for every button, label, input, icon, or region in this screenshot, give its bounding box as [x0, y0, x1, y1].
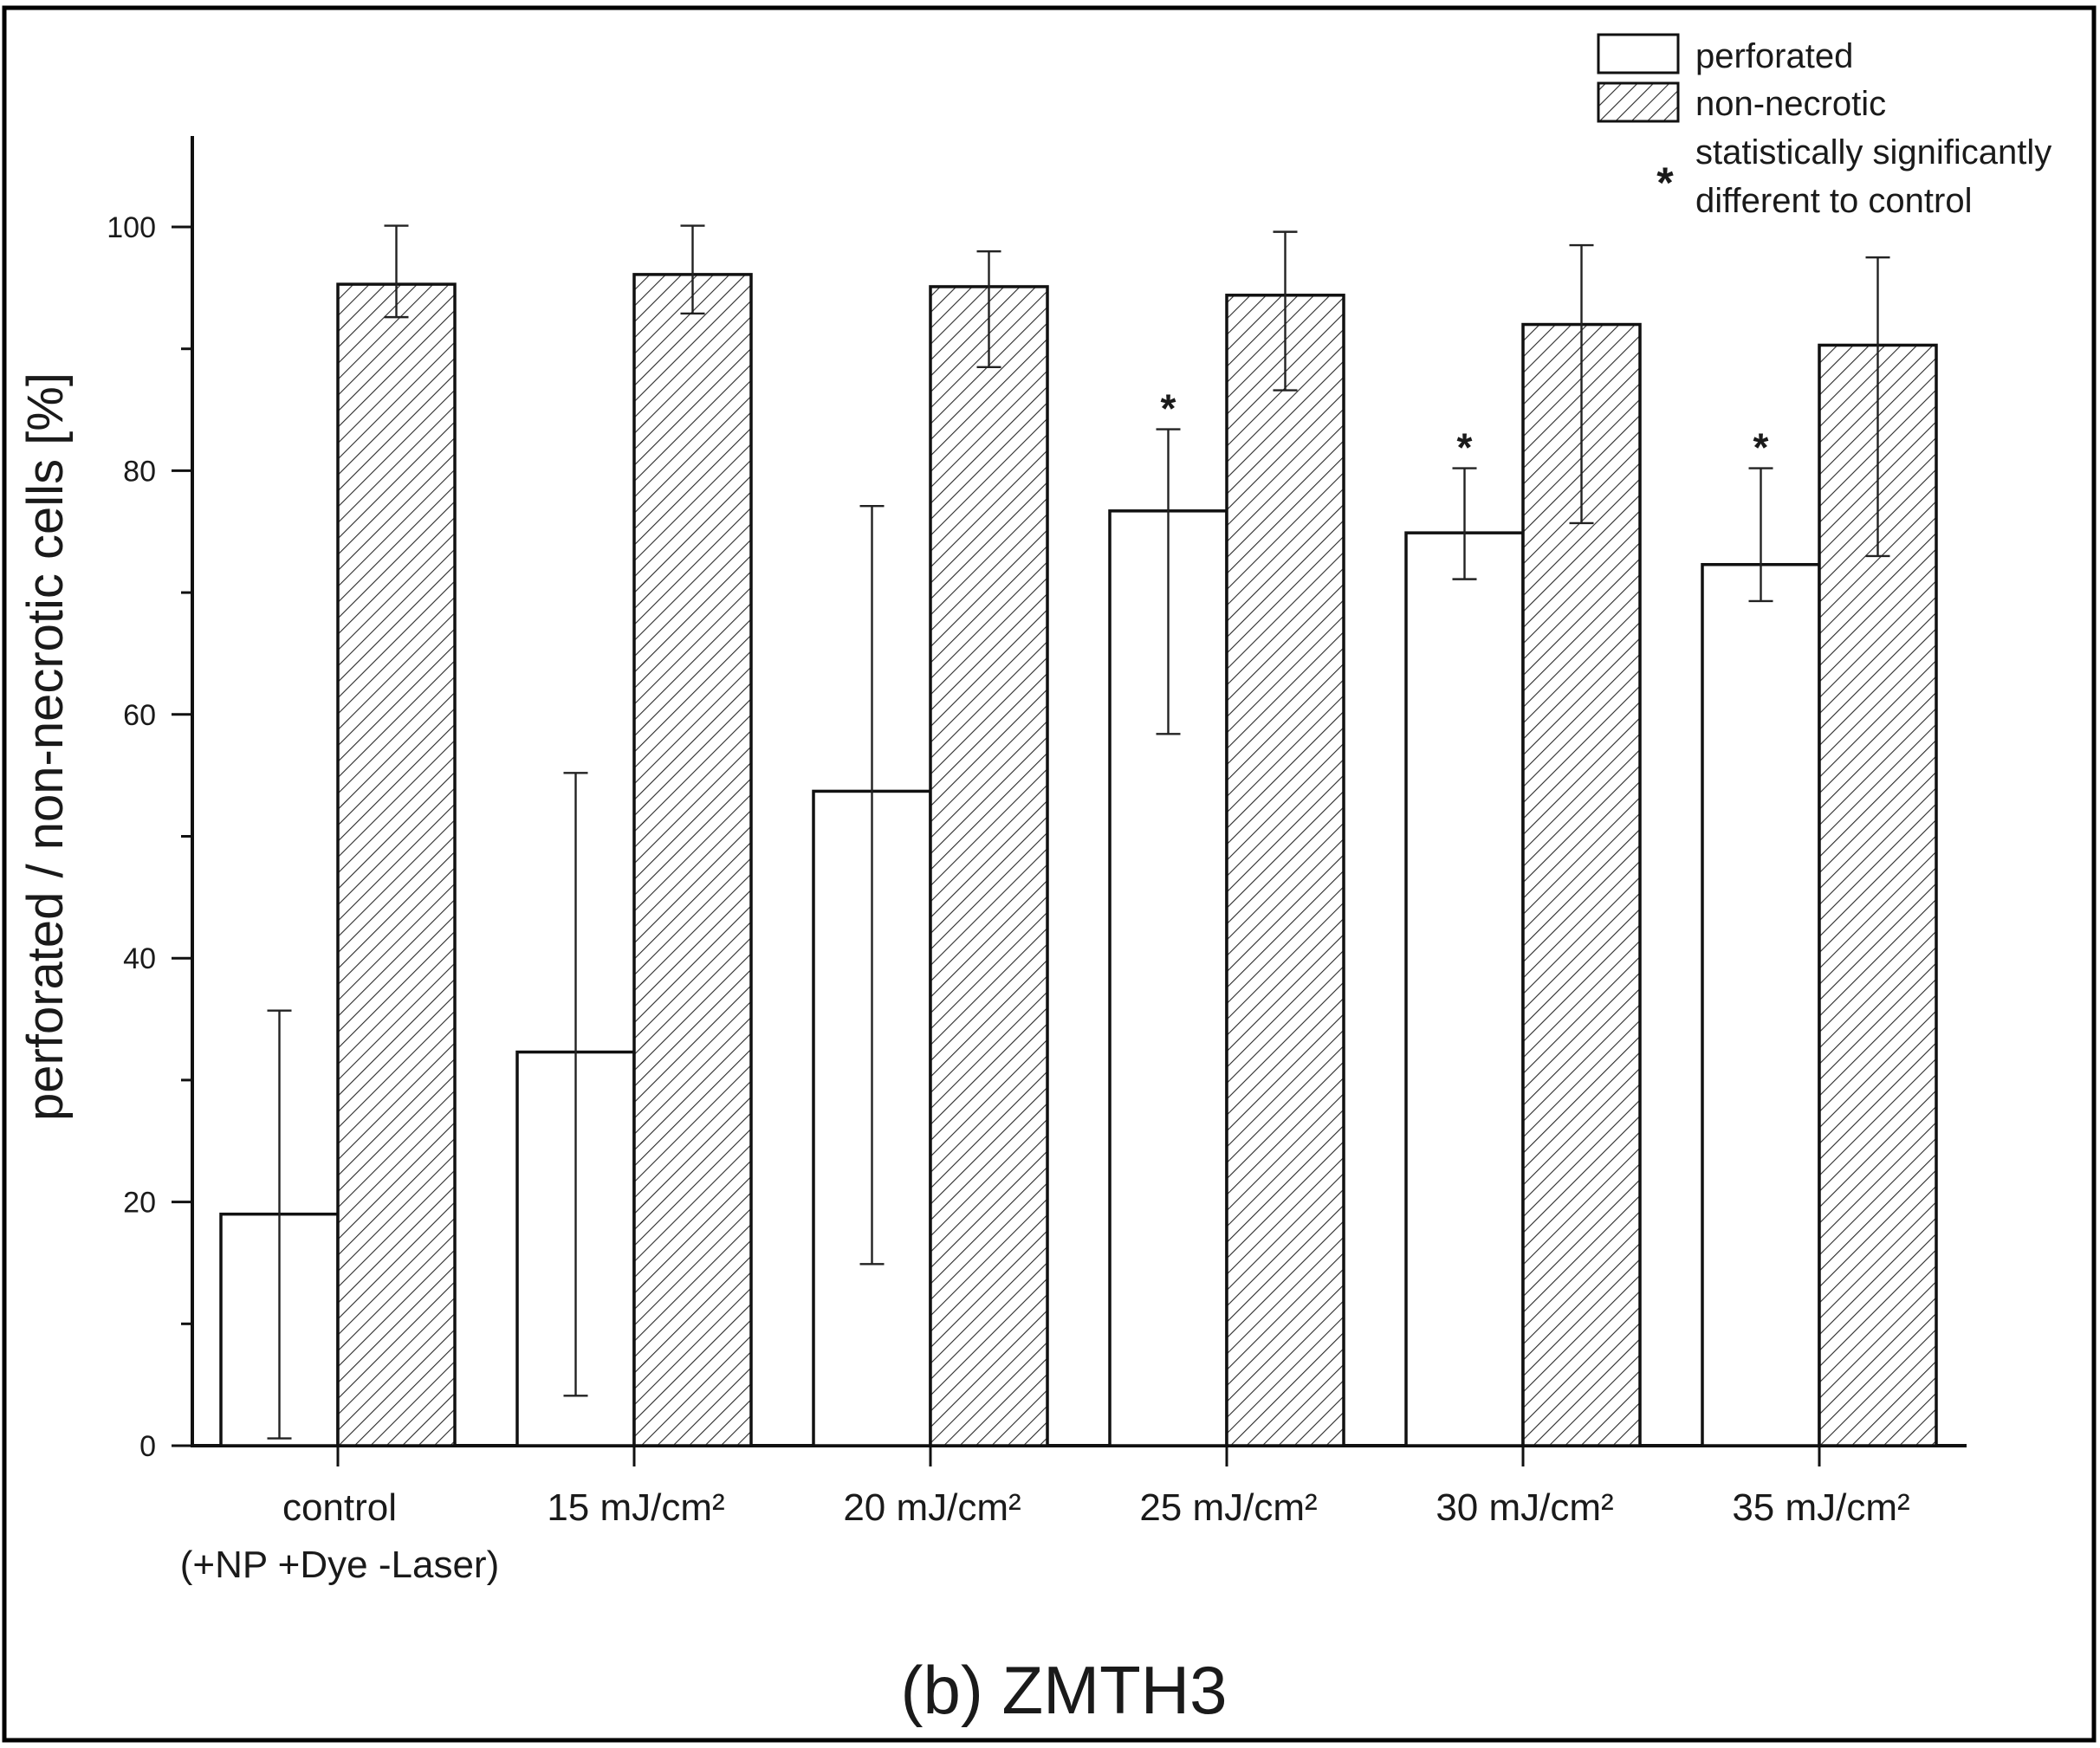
x-tick-label: (+NP +Dye -Laser): [180, 1544, 499, 1586]
legend-label-significance: statistically significantly: [1695, 133, 2051, 172]
y-tick-label: 40: [123, 942, 156, 975]
legend-label-non-necrotic: non-necrotic: [1695, 85, 1886, 123]
x-tick-label: 35 mJ/cm²: [1732, 1486, 1909, 1529]
legend-significance-marker: *: [1656, 159, 1674, 207]
y-tick-label: 20: [123, 1187, 156, 1220]
legend: perforated non-necrotic * statistically sig…: [1597, 33, 2051, 220]
bar-perforated: [1404, 531, 1525, 1447]
bar-perforated: [1701, 562, 1821, 1447]
bar-non-necrotic: [632, 273, 753, 1447]
bar-non-necrotic: [336, 282, 457, 1447]
x-tick-label: 25 mJ/cm²: [1139, 1486, 1317, 1529]
y-tick-label: 0: [139, 1430, 156, 1463]
y-tick-label: 60: [123, 699, 156, 732]
significance-marker: *: [1457, 425, 1473, 470]
x-tick-label: 30 mJ/cm²: [1436, 1486, 1613, 1529]
figure-caption: (b) ZMTH3: [901, 1652, 1228, 1728]
legend-swatch-perforated: [1597, 33, 1680, 74]
significance-marker: *: [1753, 425, 1769, 470]
plot-area: 0 20 40 60 80 100 perforated / non-necrotic ce…: [17, 136, 1967, 1586]
x-tick-label: control: [282, 1486, 397, 1529]
legend-swatch-non-necrotic: [1597, 81, 1680, 123]
bar-non-necrotic: [929, 285, 1049, 1447]
y-tick-label: 100: [107, 211, 156, 244]
legend-label-significance: different to control: [1695, 182, 1972, 220]
y-tick-label: 80: [123, 455, 156, 488]
x-tick-label: 20 mJ/cm²: [843, 1486, 1021, 1529]
y-axis-label: perforated / non-necrotic cells [%]: [17, 372, 74, 1121]
legend-label-perforated: perforated: [1695, 37, 1853, 75]
significance-marker: *: [1161, 386, 1176, 431]
bar-non-necrotic: [1225, 294, 1345, 1447]
x-tick-label: 15 mJ/cm²: [547, 1486, 724, 1529]
